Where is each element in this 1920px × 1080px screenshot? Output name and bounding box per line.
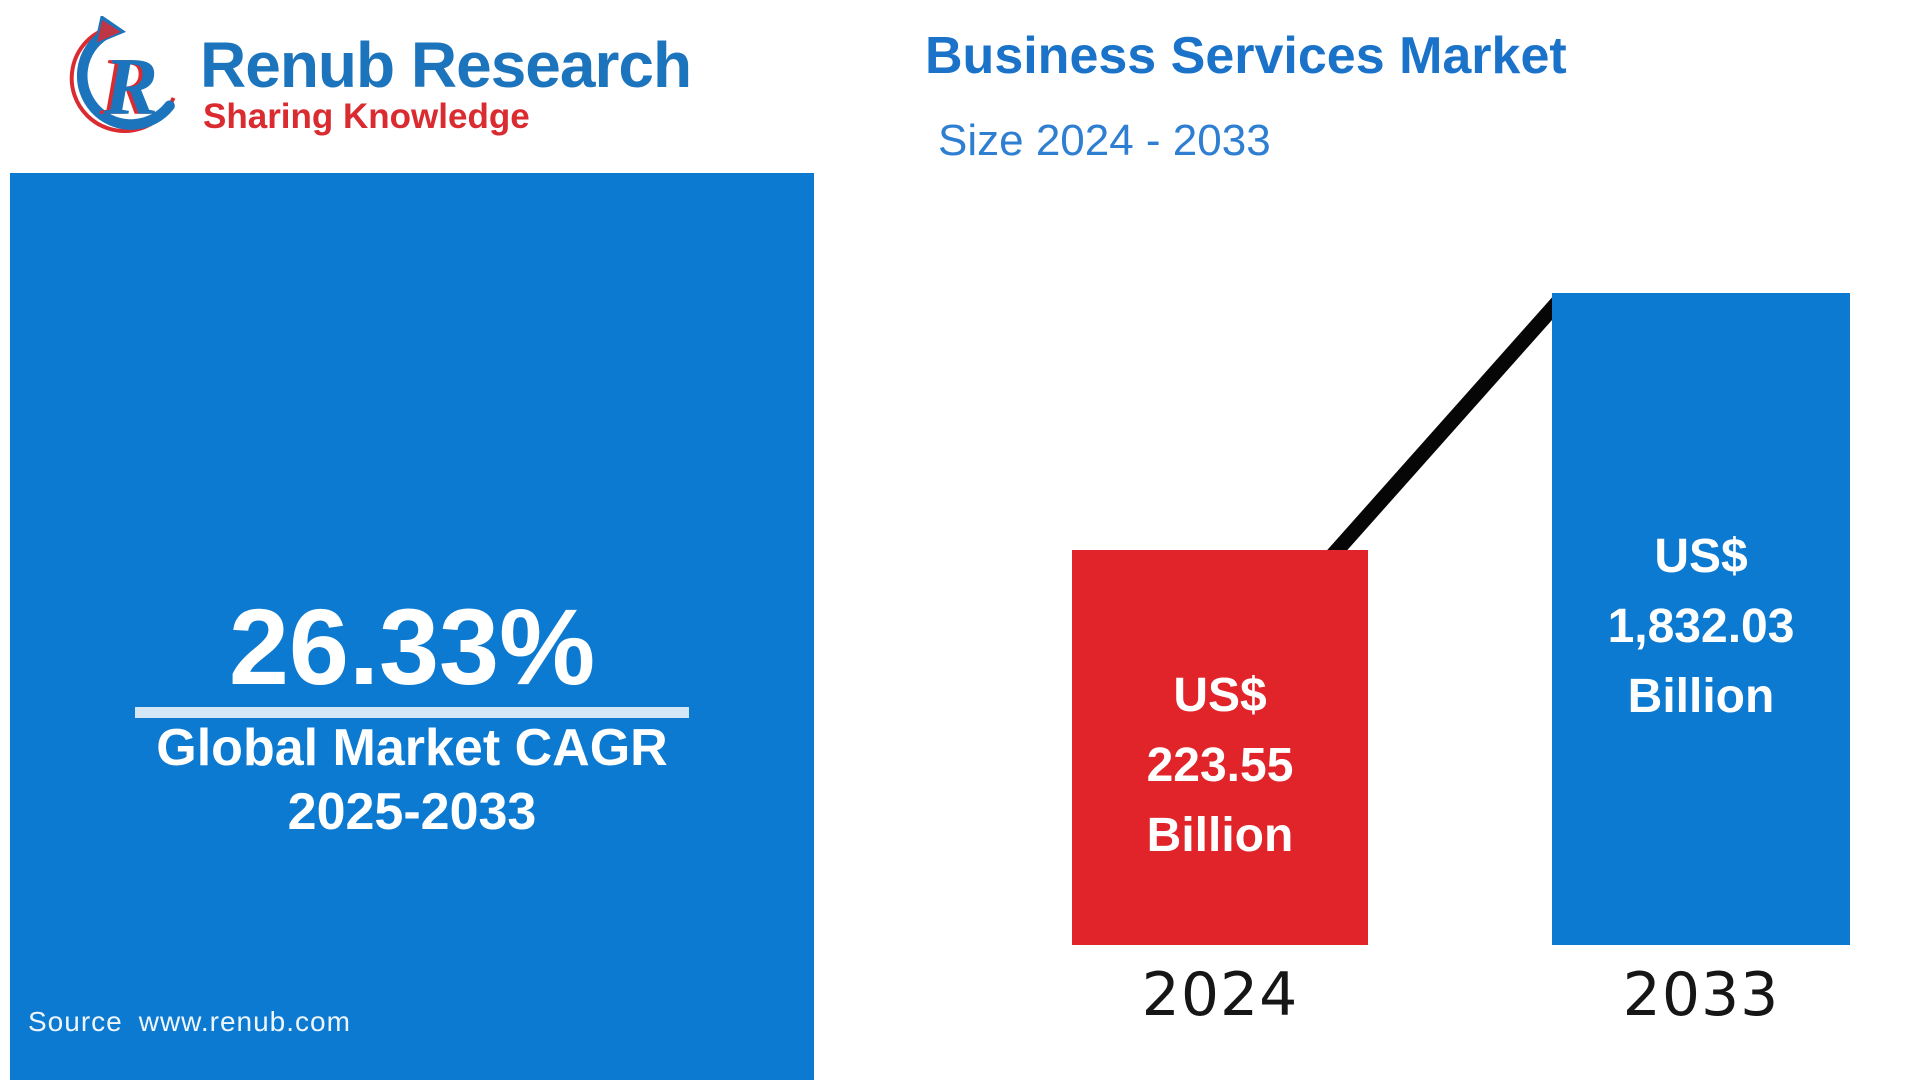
bar-2033-value-number: 1,832.03 (1607, 600, 1795, 653)
cagr-label-line2: 2025-2033 (287, 783, 537, 841)
page-subtitle: Size 2024 - 2033 (938, 116, 1271, 165)
bar-2024: US$ 223.55 Billion (1072, 550, 1368, 945)
axis-label-2033: 2033 (1622, 960, 1780, 1030)
page-title: Business Services Market (925, 27, 1567, 85)
bar-2033-value-unit: Billion (1627, 670, 1775, 723)
logo-company-name: Renub Research (200, 29, 692, 101)
bar-2024-value-unit: Billion (1146, 808, 1294, 862)
svg-text:R: R (99, 41, 155, 132)
axis-label-2024: 2024 (1141, 960, 1299, 1030)
renub-logo-icon: R R (69, 16, 176, 133)
bar-2024-value-currency: US$ (1173, 668, 1267, 722)
source-label: Source (28, 1006, 123, 1037)
source-url: www.renub.com (138, 1006, 351, 1037)
bar-2033: US$ 1,832.03 Billion (1552, 293, 1850, 945)
source-row: Source www.renub.com (28, 1006, 351, 1038)
cagr-panel: 26.33% Global Market CAGR 2025-2033 Sour… (10, 173, 814, 1080)
cagr-value: 26.33% (228, 586, 596, 707)
bar-2033-value-currency: US$ (1654, 530, 1748, 583)
panel-divider (135, 707, 689, 718)
bar-2024-value-number: 223.55 (1146, 738, 1294, 792)
cagr-label-line1: Global Market CAGR (156, 719, 668, 777)
logo-tagline: Sharing Knowledge (203, 97, 530, 136)
svg-text:R: R (103, 41, 159, 132)
